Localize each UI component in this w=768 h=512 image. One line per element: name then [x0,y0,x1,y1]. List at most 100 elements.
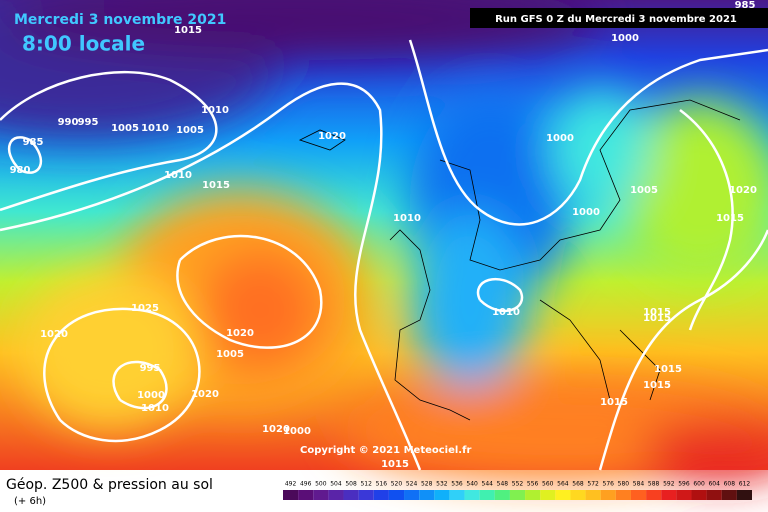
isobar-label: 1015 [654,364,682,375]
scale-label: 572 [587,481,599,488]
scale-label: 576 [603,481,615,488]
scale-label: 528 [421,481,433,488]
isobar-label: 985 [23,137,44,148]
scale-label: 600 [693,481,705,488]
isobar-label: 1000 [137,390,165,401]
scale-swatch [509,490,526,500]
scale-swatch [570,490,586,500]
footer-title: Géop. Z500 & pression au sol [6,477,213,493]
scale-swatch [328,490,344,500]
scale-label: 592 [663,481,675,488]
scale-swatch [358,490,374,500]
isobar-label: 1015 [381,459,409,470]
scale-label: 492 [285,481,297,488]
scale-label: 500 [315,481,327,488]
scale-label: 556 [527,481,539,488]
scale-swatch [525,490,541,500]
scale-label: 608 [724,481,736,488]
isobar-label: 1000 [283,426,311,437]
scale-swatch [283,490,299,500]
scale-label: 552 [512,481,524,488]
copyright: Copyright © 2021 Meteociel.fr [300,445,471,456]
scale-label: 508 [345,481,357,488]
scale-label: 544 [482,481,494,488]
map-time: 8:00 locale [22,32,145,56]
isobar-label: 1010 [393,213,421,224]
scale-label: 516 [376,481,388,488]
isobar-label: 1015 [202,180,230,191]
scale-label: 588 [648,481,660,488]
scale-label: 604 [708,481,720,488]
scale-swatch [646,490,662,500]
scale-label: 548 [497,481,509,488]
scale-label: 504 [330,481,342,488]
isobar-label: 1020 [262,424,290,435]
isobar-label: 1020 [40,329,68,340]
scale-swatch [373,490,389,500]
scale-label: 564 [557,481,569,488]
isobar-label: 1020 [729,185,757,196]
scale-swatch [494,490,510,500]
isobar-label: 1010 [141,403,169,414]
scale-label: 596 [678,481,690,488]
scale-label: 568 [572,481,584,488]
scale-label: 540 [466,481,478,488]
isobar-label: 1005 [176,125,204,136]
scale-label: 580 [618,481,630,488]
isobar-label: 1015 [716,213,744,224]
scale-label: 536 [451,481,463,488]
isobar-label: 1015 [174,25,202,36]
scale-swatch [313,490,329,500]
isobar-label: 1015 [643,313,671,324]
map-date: Mercredi 3 novembre 2021 [14,12,226,28]
isobar-label: 1020 [191,389,219,400]
scale-swatch [585,490,601,500]
scale-label: 584 [633,481,645,488]
isobar-label: 990 [58,117,79,128]
isobar-label: 1005 [216,349,244,360]
isobar-label: 1010 [164,170,192,181]
isobar-label: 1025 [131,303,159,314]
isobar-label: 980 [10,165,31,176]
isobar-label: 1005 [630,185,658,196]
isobar-label: 1005 [111,123,139,134]
scale-label: 560 [542,481,554,488]
scale-label: 496 [300,481,312,488]
scale-swatch [691,490,707,500]
isobar-label: 985 [735,0,756,11]
scale-label: 532 [436,481,448,488]
isobar-label: 1020 [226,328,254,339]
scale-label: 524 [406,481,418,488]
scale-swatch [343,490,359,500]
isobars [0,39,768,471]
scale-swatch [630,490,647,500]
isobar-label: 1020 [318,131,346,142]
scale-swatch [676,490,692,500]
scale-swatch [449,490,465,500]
scale-swatch [388,490,405,500]
scale-swatch [600,490,616,500]
isobar-label: 1000 [611,33,639,44]
scale-swatch [615,490,631,500]
scale-swatch [721,490,737,500]
scale-label: 612 [739,481,751,488]
isobar-label: 995 [78,117,99,128]
scale-swatch [736,490,752,500]
run-box [470,8,768,28]
isobar-label: 1015 [600,397,628,408]
footer-lead: (+ 6h) [14,496,46,507]
isobar-label: 1000 [546,133,574,144]
scale-swatch [298,490,314,500]
isobar-label: 1010 [141,123,169,134]
scale-swatch [434,490,450,500]
scale-swatch [464,490,480,500]
scale-swatch [540,490,556,500]
scale-swatch [555,490,571,500]
scale-label: 520 [391,481,403,488]
scale-swatch [404,490,420,500]
isobar-label: 1015 [643,380,671,391]
isobar-label: 1000 [572,207,600,218]
isobar-label: 1010 [201,105,229,116]
